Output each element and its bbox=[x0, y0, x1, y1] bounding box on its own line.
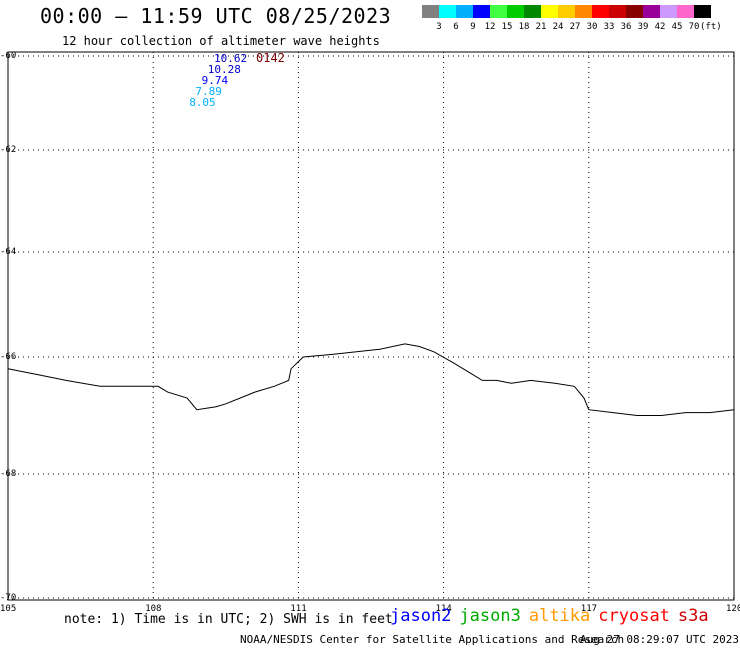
legend-label: 18 bbox=[518, 22, 530, 32]
legend-unit: (ft) bbox=[700, 22, 722, 32]
legend-swatch bbox=[575, 5, 592, 18]
legend-swatch bbox=[507, 5, 524, 18]
legend-swatch bbox=[694, 5, 711, 18]
legend-swatches bbox=[422, 5, 711, 18]
satellite-name: jason3 bbox=[459, 606, 521, 626]
legend-swatch bbox=[643, 5, 660, 18]
map-subtitle: 12 hour collection of altimeter wave hei… bbox=[62, 34, 380, 48]
latitude-label: -60 bbox=[0, 51, 17, 61]
legend-label: 21 bbox=[535, 22, 547, 32]
legend-label: 15 bbox=[501, 22, 513, 32]
pass-id-label: 0142 bbox=[256, 51, 285, 65]
longitude-label: 105 bbox=[0, 604, 17, 614]
legend-label: 36 bbox=[620, 22, 632, 32]
satellite-name: jason2 bbox=[390, 606, 452, 626]
legend-label: 39 bbox=[637, 22, 649, 32]
satellite-name: altika bbox=[528, 606, 591, 626]
legend-swatch bbox=[626, 5, 643, 18]
legend-swatch bbox=[592, 5, 609, 18]
legend-swatch bbox=[524, 5, 541, 18]
legend-label: 45 bbox=[671, 22, 683, 32]
legend-label: 3 bbox=[436, 22, 442, 32]
legend-label: 42 bbox=[654, 22, 666, 32]
satellite-legend: jason2 jason3 altika cryosat s3a bbox=[390, 606, 717, 626]
legend-swatch bbox=[456, 5, 473, 18]
legend-swatch bbox=[558, 5, 575, 18]
pass-value: 8.05 bbox=[189, 96, 216, 109]
latitude-label: -68 bbox=[0, 469, 17, 479]
legend-label: 70 bbox=[688, 22, 700, 32]
generated-timestamp: Aug 27 08:29:07 UTC 2023 bbox=[580, 633, 739, 646]
latitude-label: -66 bbox=[0, 352, 17, 362]
map-frame bbox=[7, 51, 735, 601]
color-legend: 3 6 9 12 15 18 21 24 27 30 33 36 39 42 45 70 (ft) bbox=[422, 5, 722, 34]
longitude-label: 108 bbox=[145, 604, 162, 614]
satellite-name: s3a bbox=[677, 606, 709, 626]
longitude-label: 117 bbox=[580, 604, 598, 614]
legend-label: 24 bbox=[552, 22, 564, 32]
satellite-name: cryosat bbox=[598, 606, 670, 626]
legend-label: 6 bbox=[453, 22, 459, 32]
legend-swatch bbox=[609, 5, 626, 18]
map-title: 00:00 – 11:59 UTC 08/25/2023 bbox=[40, 4, 392, 28]
legend-label: 27 bbox=[569, 22, 581, 32]
pass-value: 7.89 bbox=[195, 85, 222, 98]
legend-swatch bbox=[490, 5, 507, 18]
legend-swatch bbox=[439, 5, 456, 18]
legend-labels: 3 6 9 12 15 18 21 24 27 30 33 36 39 42 45 70 (ft) bbox=[422, 22, 721, 34]
legend-swatch bbox=[422, 5, 439, 18]
longitude-label: 114 bbox=[435, 604, 452, 614]
pass-value: 10.28 bbox=[207, 63, 241, 76]
legend-swatch bbox=[541, 5, 558, 18]
latitude-label: -64 bbox=[0, 247, 17, 257]
credit-text: NOAA/NESDIS Center for Satellite Applica… bbox=[240, 633, 625, 646]
legend-swatch bbox=[473, 5, 490, 18]
pass-value: 9.74 bbox=[201, 74, 229, 87]
longitude-label: 120 bbox=[726, 604, 740, 614]
footer-note: note: 1) Time is in UTC; 2) SWH is in fe… bbox=[64, 612, 393, 627]
legend-swatch bbox=[660, 5, 677, 18]
latitude-label: -62 bbox=[0, 145, 17, 155]
graticule bbox=[7, 52, 735, 600]
legend-label: 9 bbox=[470, 22, 476, 32]
antarctic-coastline bbox=[7, 343, 735, 416]
latitude-label: -70 bbox=[0, 593, 17, 603]
legend-label: 33 bbox=[603, 22, 615, 32]
legend-label: 30 bbox=[586, 22, 598, 32]
pass-value: 10.62 bbox=[214, 52, 248, 65]
legend-swatch bbox=[677, 5, 694, 18]
longitude-label: 111 bbox=[290, 604, 307, 614]
legend-label: 12 bbox=[484, 22, 496, 32]
